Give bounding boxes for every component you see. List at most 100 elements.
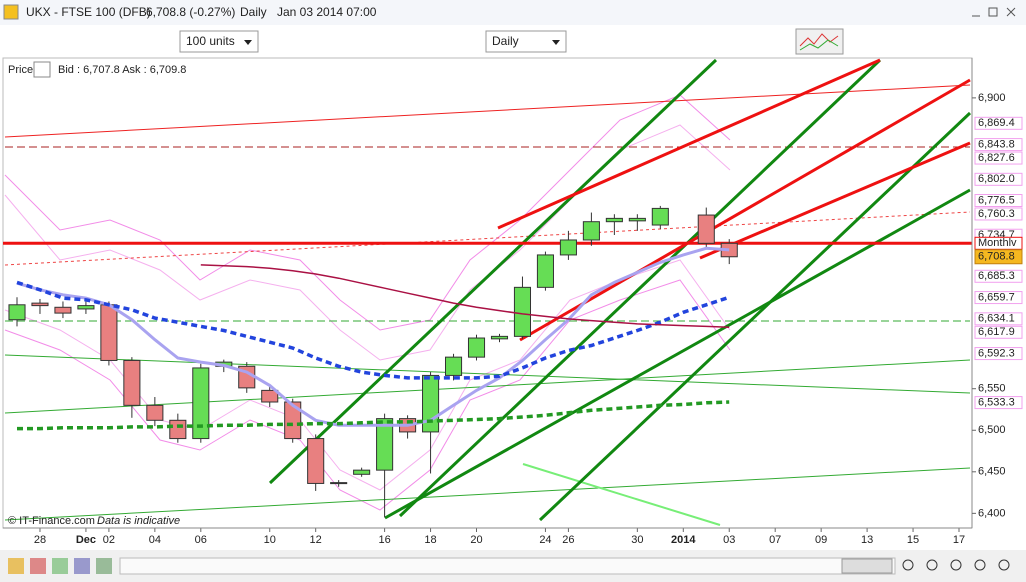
trendline — [4, 359, 971, 414]
level-label: 6,617.9 — [978, 326, 1015, 338]
indicator-button[interactable] — [795, 28, 844, 55]
candle-body — [123, 359, 141, 406]
size-select[interactable] — [179, 30, 259, 53]
x-tick-label: 17 — [953, 534, 965, 546]
level-box — [974, 151, 1023, 165]
channel-line — [699, 141, 971, 260]
indicator-icon — [799, 33, 839, 47]
candle-body — [651, 207, 669, 226]
tool-icons[interactable] — [8, 558, 112, 574]
indicator-line — [17, 400, 730, 431]
zoom-icon[interactable] — [950, 559, 962, 571]
candle-body — [54, 306, 72, 314]
level-box — [974, 291, 1023, 305]
period-select-text[interactable]: Daily — [492, 34, 519, 48]
x-tick-label: 03 — [723, 534, 735, 546]
x-tick-label: 2014 — [671, 534, 696, 546]
x-tick-label: 07 — [769, 534, 781, 546]
indicator-line — [16, 246, 730, 427]
copyright: © IT-Finance.com — [8, 515, 95, 527]
close[interactable] — [1006, 7, 1016, 17]
dropdown-arrow[interactable] — [244, 40, 252, 45]
channel-line — [268, 58, 718, 485]
candle-body — [100, 304, 118, 361]
tool-icon[interactable] — [96, 558, 112, 574]
level-label: 6,869.4 — [978, 117, 1015, 129]
dropdown-arrow[interactable] — [552, 40, 560, 45]
size-select-text[interactable]: 100 units — [186, 34, 235, 48]
x-tick-label: 10 — [264, 534, 276, 546]
level-label: 6,802.0 — [978, 173, 1015, 185]
candle-body — [376, 418, 394, 471]
channel-line — [398, 58, 882, 518]
level-label: 6,685.3 — [978, 270, 1015, 282]
y-tick-label: 6,400 — [978, 507, 1006, 519]
x-tick-label: 24 — [539, 534, 551, 546]
candle-body — [146, 404, 164, 421]
x-tick-label: 04 — [149, 534, 161, 546]
y-tick-label: 6,900 — [978, 92, 1006, 104]
y-tick-label: 6,500 — [978, 424, 1006, 436]
x-tick-label: 12 — [310, 534, 322, 546]
candle-body — [261, 389, 279, 403]
candle-body — [31, 302, 49, 307]
candle-body — [77, 305, 95, 310]
level-label: 6,659.7 — [978, 291, 1015, 303]
x-tick-label: 16 — [378, 534, 390, 546]
level-box — [974, 172, 1023, 186]
settings-icon[interactable] — [33, 61, 51, 78]
level-label: 6,634.1 — [978, 313, 1015, 325]
tool-icon[interactable] — [74, 558, 90, 574]
candle-body — [628, 217, 646, 222]
symbol: UKX - FTSE 100 (DFB) — [26, 5, 151, 19]
candle-body — [284, 401, 302, 440]
scroll-thumb[interactable] — [841, 558, 893, 574]
period-select[interactable] — [485, 30, 567, 53]
footer-note: Data is indicative — [97, 515, 180, 527]
plot-layer — [3, 58, 972, 526]
trendline — [522, 463, 721, 526]
x-tick-label: 18 — [424, 534, 436, 546]
zoom-icon[interactable] — [974, 559, 986, 571]
level-box — [974, 138, 1023, 152]
zoom-icon[interactable] — [902, 559, 914, 571]
app-icon — [3, 4, 19, 20]
indicator-line — [16, 280, 730, 380]
y-tick-label: 6,550 — [978, 383, 1006, 395]
candle-body — [467, 337, 486, 358]
candle-body — [697, 214, 715, 244]
level-label: 6,827.6 — [978, 152, 1015, 164]
zoom-icons[interactable] — [902, 559, 1010, 571]
envelope — [4, 94, 731, 331]
tool-icon[interactable] — [8, 558, 24, 574]
level-box — [974, 269, 1023, 283]
monthly-label: Monthlv — [978, 237, 1017, 249]
x-tick-label: 15 — [907, 534, 919, 546]
last-price-box — [974, 249, 1023, 265]
trendline — [4, 467, 971, 521]
bid-ask: Bid : 6,707.8 Ask : 6,709.8 — [58, 64, 186, 76]
level-box — [974, 312, 1023, 326]
quote: 6,708.8 (-0.27%) — [146, 5, 235, 19]
scrollbar[interactable] — [119, 557, 896, 575]
window-buttons[interactable] — [972, 7, 1016, 17]
tool-icon[interactable] — [52, 558, 68, 574]
trendline — [4, 354, 971, 394]
indicator-icon — [799, 39, 839, 51]
level-label: 6,592.3 — [978, 347, 1015, 359]
y-tick-label: 6,450 — [978, 466, 1006, 478]
level-box — [974, 207, 1023, 221]
trendline — [4, 84, 971, 138]
candle-body — [8, 304, 26, 321]
zoom-icon[interactable] — [998, 559, 1010, 571]
candle-body — [490, 335, 509, 340]
tool-icon[interactable] — [30, 558, 46, 574]
candle-body — [582, 221, 600, 241]
x-tick-label: 26 — [562, 534, 574, 546]
level-label: 6,776.5 — [978, 194, 1015, 206]
zoom-icon[interactable] — [926, 559, 938, 571]
level-box — [974, 325, 1023, 339]
maximize[interactable] — [988, 7, 998, 17]
candle-body — [307, 438, 325, 484]
